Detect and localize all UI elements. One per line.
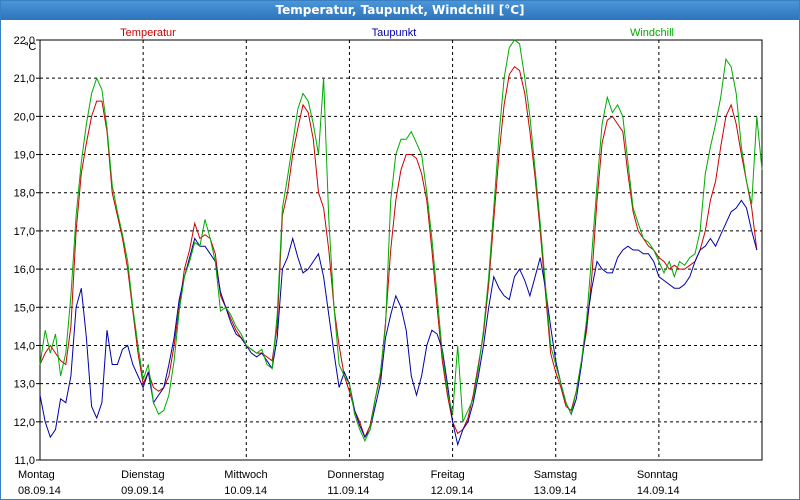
y-tick-label: 12,0 xyxy=(14,417,35,429)
series-line-temperatur xyxy=(39,65,758,439)
x-tick-date: 12.09.14 xyxy=(431,485,474,497)
x-tick-day: Samstag xyxy=(534,469,577,481)
x-tick-date: 14.09.14 xyxy=(637,485,680,497)
y-tick-label: 22,0 xyxy=(14,35,35,47)
y-tick-label: 15,0 xyxy=(14,302,35,314)
x-tick-date: 10.09.14 xyxy=(224,485,267,497)
x-axis: Montag 08.09.14 Dienstag 09.09.14 Mittwoch 10… xyxy=(18,469,680,497)
x-tick-day: Freitag xyxy=(431,469,465,481)
y-unit-label: °C xyxy=(24,41,36,53)
y-tick-label: 17,0 xyxy=(14,226,35,238)
y-tick-label: 11,0 xyxy=(14,455,35,467)
legend-entry-temperatur: Temperatur xyxy=(120,27,176,39)
y-tick-label: 14,0 xyxy=(14,340,35,352)
y-tick-label: 20,0 xyxy=(14,111,35,123)
window-title: Temperatur, Taupunkt, Windchill [°C] xyxy=(1,1,799,20)
x-tick-day: Sonntag xyxy=(637,469,678,481)
x-tick-day: Montag xyxy=(18,469,55,481)
legend-entry-windchill: Windchill xyxy=(630,27,674,39)
x-tick-day: Dienstag xyxy=(121,469,164,481)
x-tick-day: Donnerstag xyxy=(327,469,384,481)
x-tick-day: Mittwoch xyxy=(224,469,267,481)
x-tick-date: 13.09.14 xyxy=(534,485,577,497)
y-tick-label: 16,0 xyxy=(14,264,35,276)
x-tick-date: 08.09.14 xyxy=(18,485,61,497)
y-tick-label: 18,0 xyxy=(14,188,35,200)
plot-border xyxy=(39,39,763,461)
series-line-windchill xyxy=(39,39,763,443)
grid xyxy=(39,39,762,461)
x-tick-date: 09.09.14 xyxy=(121,485,164,497)
legend-entry-taupunkt: Taupunkt xyxy=(372,27,417,39)
series-layer xyxy=(39,39,763,447)
series-line-taupunkt xyxy=(39,199,758,447)
y-tick-label: 21,0 xyxy=(14,73,35,85)
y-tick-label: 19,0 xyxy=(14,150,35,162)
legend: Temperatur Taupunkt Windchill xyxy=(120,27,674,39)
y-tick-label: 13,0 xyxy=(14,379,35,391)
plot-frame xyxy=(39,39,763,461)
x-tick-date: 11.09.14 xyxy=(327,485,369,497)
y-axis: 11,0 12,0 13,0 14,0 15,0 16,0 17,0 18,0 19,0 20,0… xyxy=(14,35,40,467)
